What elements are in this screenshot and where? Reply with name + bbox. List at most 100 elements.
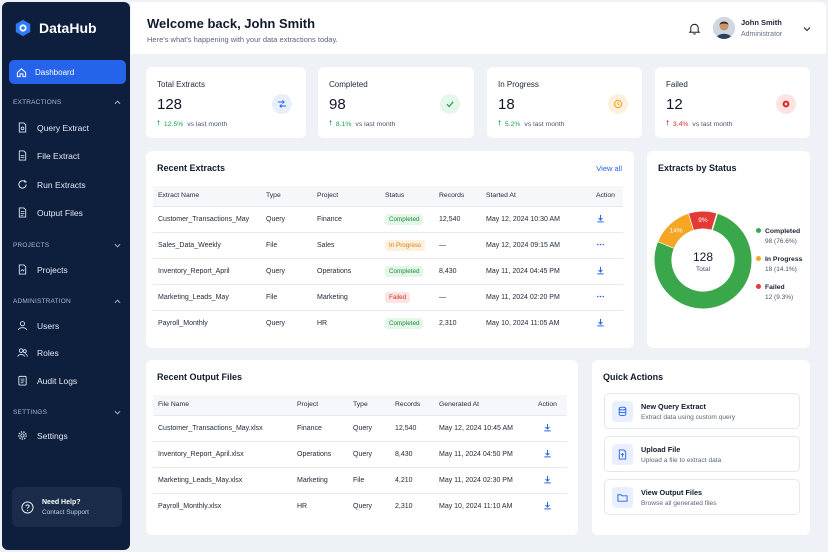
download-icon[interactable] (596, 318, 605, 327)
sidebar-item-roles[interactable]: Roles (17, 347, 59, 358)
refresh-icon (18, 179, 27, 189)
quick-actions-title: Quick Actions (603, 372, 664, 382)
table-row[interactable]: Payroll_Monthly Query HR Completed 2,310… (153, 309, 623, 336)
column-header[interactable]: Project (312, 186, 380, 206)
stat-card-total[interactable]: Total Extracts 128 🠕 12.5% vs last month (146, 67, 306, 138)
column-header[interactable]: Extract Name (153, 186, 261, 206)
sidebar-item-query-extract[interactable]: Query Extract (17, 122, 89, 133)
chevron-up-icon (114, 299, 121, 304)
table-row[interactable]: Payroll_Monthly.xlsx HR Query 2,310 May … (153, 492, 567, 519)
extract-project: Marketing (312, 283, 380, 310)
sidebar-item-projects[interactable]: Projects (17, 264, 68, 275)
stat-title: Completed (329, 80, 368, 89)
file-generated-at: May 10, 2024 11:10 AM (434, 492, 533, 519)
stat-value: 18 (498, 96, 515, 113)
stat-card-in-progress[interactable]: In Progress 18 🠕 5.2% vs last month (487, 67, 642, 138)
table-row[interactable]: Customer_Transactions_May.xlsx Finance Q… (153, 414, 567, 441)
file-generated-at: May 12, 2024 10:45 AM (434, 414, 533, 441)
download-icon[interactable] (543, 475, 552, 484)
database-icon (612, 401, 633, 422)
file-type: Query (348, 492, 390, 519)
table-row[interactable]: Marketing_Leads_May.xlsx Marketing File … (153, 466, 567, 493)
sidebar-item-file-extract[interactable]: File Extract (17, 150, 80, 161)
more-options-icon[interactable] (596, 292, 605, 301)
stat-change-suffix: vs last month (355, 121, 396, 128)
error-icon (776, 94, 796, 114)
sidebar-item-dashboard[interactable]: Dashboard (9, 60, 126, 84)
table-row[interactable]: Customer_Transactions_May Query Finance … (153, 205, 623, 232)
more-options-icon[interactable] (596, 240, 605, 249)
file-name: Customer_Transactions_May.xlsx (153, 414, 292, 441)
arrow-up-icon: 🠕 (498, 120, 501, 127)
table-row[interactable]: Sales_Data_Weekly File Sales In Progress… (153, 231, 623, 258)
output-file-icon (18, 207, 27, 218)
section-title: ADMINISTRATION (13, 298, 71, 305)
stat-value: 12 (666, 96, 683, 113)
donut-center-label: Total (695, 266, 711, 273)
download-icon[interactable] (543, 423, 552, 432)
stat-card-completed[interactable]: Completed 98 🠕 8.1% vs last month (318, 67, 474, 138)
chevron-down-icon[interactable] (803, 25, 811, 33)
brand[interactable]: DataHub (14, 19, 97, 37)
download-icon[interactable] (543, 449, 552, 458)
donut-percent-label: 76% (722, 305, 735, 310)
column-header[interactable]: Records (390, 395, 434, 415)
table-header-row: File Name Project Type Records Generated… (153, 395, 567, 415)
column-header[interactable]: Started At (481, 186, 591, 206)
section-administration[interactable]: ADMINISTRATION (13, 298, 121, 305)
clipboard-icon (18, 375, 27, 386)
status-badge: Completed (385, 317, 424, 329)
section-settings[interactable]: SETTINGS (13, 409, 121, 416)
column-header[interactable]: Records (434, 186, 481, 206)
recent-output-files-table: File Name Project Type Records Generated… (153, 395, 567, 519)
column-header[interactable]: Generated At (434, 395, 533, 415)
upload-file-button[interactable]: Upload File Upload a file to extract dat… (604, 436, 800, 472)
download-icon[interactable] (596, 214, 605, 223)
stat-title: In Progress (498, 80, 539, 89)
sidebar-item-users[interactable]: Users (17, 320, 59, 331)
column-header[interactable]: Type (348, 395, 390, 415)
stat-title: Total Extracts (157, 80, 206, 89)
user-name[interactable]: John Smith (741, 18, 782, 27)
file-type: File (348, 466, 390, 493)
page-subtitle: Here's what's happening with your data e… (147, 35, 338, 44)
column-header[interactable]: Status (380, 186, 434, 206)
column-header[interactable]: File Name (153, 395, 292, 415)
column-header[interactable]: Project (292, 395, 348, 415)
extract-started-at: May 12, 2024 10:30 AM (481, 205, 591, 232)
sidebar-item-label: Settings (37, 430, 68, 441)
new-query-extract-button[interactable]: New Query Extract Extract data using cus… (604, 393, 800, 429)
section-projects[interactable]: PROJECTS (13, 242, 121, 249)
table-header-row: Extract Name Type Project Status Records… (153, 186, 623, 206)
stat-change-value: 12.5% (163, 121, 184, 128)
download-icon[interactable] (543, 501, 552, 510)
extract-name: Payroll_Monthly (153, 309, 261, 336)
contact-support-link[interactable]: Contact Support (42, 508, 89, 516)
stat-change-value: 3.4% (672, 121, 689, 128)
section-extractions[interactable]: EXTRACTIONS (13, 99, 121, 106)
table-row[interactable]: Inventory_Report_April Query Operations … (153, 257, 623, 284)
extract-name: Sales_Data_Weekly (153, 231, 261, 258)
extract-type: Query (261, 309, 312, 336)
sidebar-item-settings[interactable]: Settings (17, 430, 68, 441)
notification-bell-icon[interactable] (688, 22, 701, 35)
stat-card-failed[interactable]: Failed 12 🠕 3.4% vs last month (655, 67, 810, 138)
table-row[interactable]: Marketing_Leads_May File Marketing Faile… (153, 283, 623, 310)
recent-extracts-card: Recent Extracts View all Extract Name Ty… (146, 151, 634, 348)
download-icon[interactable] (596, 266, 605, 275)
arrow-up-icon: 🠕 (666, 120, 669, 127)
home-icon (16, 67, 27, 77)
sidebar-item-run-extracts[interactable]: Run Extracts (17, 179, 86, 190)
column-header[interactable]: Type (261, 186, 312, 206)
donut-percent-label: 9% (698, 217, 708, 224)
sidebar-item-audit-logs[interactable]: Audit Logs (17, 375, 77, 386)
upload-file-icon (612, 444, 633, 465)
datahub-logo-icon (15, 19, 31, 37)
avatar[interactable] (713, 17, 735, 39)
view-output-files-button[interactable]: View Output Files Browse all generated f… (604, 479, 800, 515)
help-card[interactable]: Need Help? Contact Support (12, 487, 122, 527)
view-all-link[interactable]: View all (596, 164, 622, 173)
legend-swatch (756, 228, 761, 233)
sidebar-item-output-files[interactable]: Output Files (17, 207, 83, 218)
table-row[interactable]: Inventory_Report_April.xlsx Operations Q… (153, 440, 567, 467)
